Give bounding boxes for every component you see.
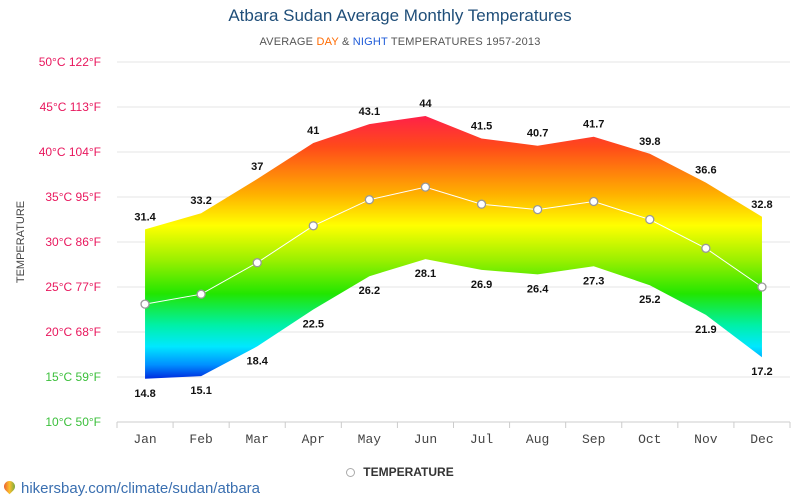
average-temperature-point (757, 282, 767, 292)
y-axis-label: TEMPERATURE (15, 201, 27, 283)
map-pin-icon (1, 478, 18, 495)
high-temperature-label: 33.2 (190, 195, 211, 207)
y-axis: 50°C 122°F 45°C 113°F 40°C 104°F 35°C 95°F 3… (39, 55, 101, 429)
low-temperature-label: 26.4 (527, 283, 549, 295)
y-tick-label: 45°C 113°F (40, 100, 101, 114)
x-tick-label: Nov (694, 432, 718, 447)
average-temperature-points (140, 182, 767, 309)
low-temperature-label: 22.5 (303, 319, 324, 331)
low-temperature-label: 26.2 (359, 285, 380, 297)
chart-title: Atbara Sudan Average Monthly Temperature… (228, 6, 572, 25)
low-temperature-label: 25.2 (639, 294, 660, 306)
low-temperature-label: 21.9 (695, 324, 716, 336)
footer-link-text: hikersbay.com/climate/sudan/atbara (21, 480, 261, 497)
y-tick-label: 20°C 68°F (45, 325, 101, 339)
average-temperature-point (645, 214, 655, 225)
high-temperature-label: 41.7 (583, 119, 604, 131)
y-tick-label: 15°C 59°F (45, 370, 101, 384)
high-temperature-label: 44 (419, 98, 432, 110)
x-tick-label: Jun (414, 432, 437, 447)
y-tick-label: 50°C 122°F (39, 55, 101, 69)
x-tick-label: Jul (470, 432, 494, 447)
x-tick-label: Oct (638, 432, 661, 447)
average-temperature-point (420, 182, 431, 192)
subtitle-and: & (338, 36, 353, 48)
data-labels: 31.4 33.2 37 41 43.1 44 41.5 40.7 41.7 39.8 36.6 32… (134, 98, 772, 400)
temperature-range-band (145, 116, 762, 379)
subtitle-night-label: NIGHT (352, 36, 388, 48)
high-temperature-label: 36.6 (695, 165, 716, 177)
x-tick-label: Apr (302, 432, 325, 447)
legend[interactable]: TEMPERATURE (0, 465, 800, 479)
average-temperature-point (701, 243, 711, 253)
chart-subtitle: AVERAGE DAY & NIGHT TEMPERATURES 1957-20… (0, 36, 800, 48)
x-tick-label: Feb (189, 432, 212, 447)
y-tick-label: 25°C 77°F (45, 280, 101, 294)
subtitle-day-label: DAY (316, 36, 339, 48)
low-temperature-label: 27.3 (583, 275, 604, 287)
x-tick-label: Sep (582, 432, 605, 447)
x-tick-label: Mar (246, 432, 269, 447)
x-tick-label: May (358, 432, 382, 447)
average-temperature-point (532, 204, 543, 215)
average-temperature-point (252, 258, 262, 268)
average-temperature-point (308, 221, 318, 231)
x-tick-label: Jan (133, 432, 156, 447)
low-temperature-label: 15.1 (190, 385, 211, 397)
low-temperature-label: 18.4 (246, 355, 268, 367)
low-temperature-label: 17.2 (751, 366, 772, 378)
average-temperature-point (476, 199, 487, 209)
low-temperature-label: 14.8 (134, 388, 155, 400)
x-tick-label: Dec (750, 432, 773, 447)
x-tick-label: Aug (526, 432, 549, 447)
high-temperature-label: 43.1 (359, 106, 380, 118)
average-temperature-point (589, 196, 599, 207)
high-temperature-label: 41.5 (471, 121, 492, 133)
low-temperature-label: 26.9 (471, 279, 492, 291)
high-temperature-label: 41 (307, 125, 319, 137)
legend-marker-icon (346, 468, 356, 477)
subtitle-suffix: TEMPERATURES 1957-2013 (387, 36, 541, 48)
low-temperature-label: 28.1 (415, 268, 436, 280)
footer-link[interactable]: hikersbay.com/climate/sudan/atbara (1, 478, 261, 497)
average-temperature-line (144, 186, 763, 305)
high-temperature-label: 37 (251, 161, 263, 173)
average-temperature-point (196, 289, 206, 299)
x-axis: Jan Feb Mar Apr May Jun Jul Aug Sep Oct Nov Dec (116, 421, 791, 447)
y-tick-label: 40°C 104°F (39, 145, 101, 159)
subtitle-prefix: AVERAGE (259, 36, 317, 48)
high-temperature-label: 39.8 (639, 136, 660, 148)
high-temperature-label: 31.4 (134, 211, 156, 223)
high-temperature-label: 40.7 (527, 128, 548, 140)
y-tick-label: 35°C 95°F (45, 190, 101, 204)
high-temperature-label: 32.8 (751, 199, 772, 211)
y-tick-label: 10°C 50°F (45, 415, 101, 429)
y-tick-label: 30°C 86°F (45, 235, 101, 249)
average-temperature-point (364, 195, 375, 205)
average-temperature-point (140, 299, 150, 309)
legend-label: TEMPERATURE (363, 465, 454, 479)
